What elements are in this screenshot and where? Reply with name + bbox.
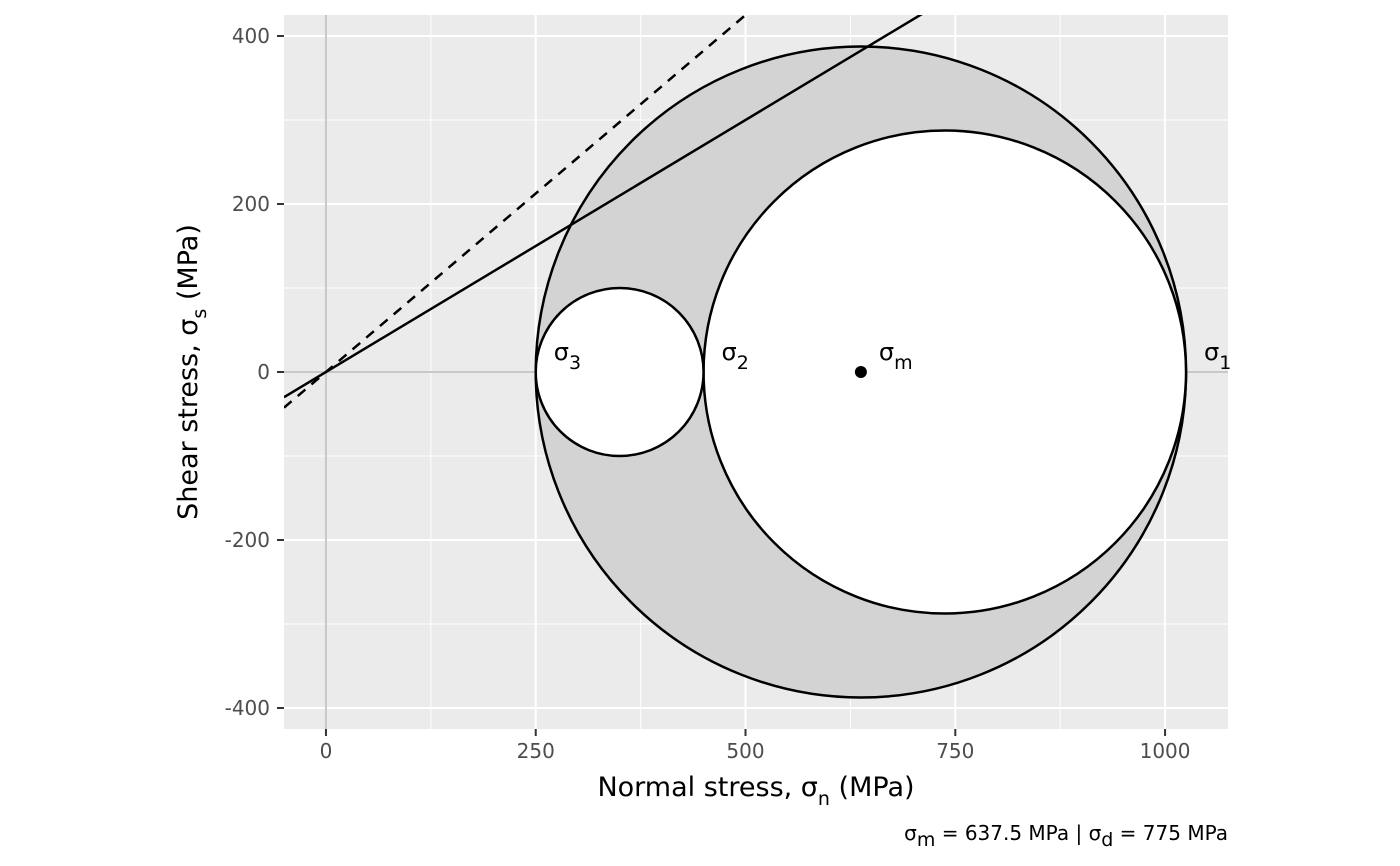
mohr-circle-sigma1-sigma2 (702, 129, 1188, 615)
y-axis-title: Shear stress, σs (MPa) (173, 224, 211, 520)
y-tick-label: 0 (257, 360, 270, 384)
x-tick-label: 250 (517, 739, 555, 763)
y-tick-label: 400 (232, 24, 270, 48)
y-tick-label: -400 (225, 696, 270, 720)
x-axis-title: Normal stress, σn (MPa) (597, 772, 914, 810)
y-tick-label: -200 (225, 528, 270, 552)
stress-label-1: σ1 (1204, 338, 1231, 374)
x-tick-label: 500 (726, 739, 764, 763)
mean-stress-point (854, 366, 867, 378)
x-tick-label: 1000 (1140, 739, 1191, 763)
sliding-line-line (284, 15, 748, 409)
caption: σm = 637.5 MPa | σd = 775 MPa (904, 821, 1228, 851)
x-tick-label: 750 (936, 739, 974, 763)
x-tick-label: 0 (320, 739, 333, 763)
stress-label-3: σ3 (554, 338, 581, 374)
mohr-circle-sigma2-sigma3 (534, 286, 705, 458)
stress-label-m: σm (879, 338, 913, 374)
axes: 0 250 500 750 1000 -400 -200 0 200 400 (225, 24, 1191, 763)
y-tick-label: 200 (232, 192, 270, 216)
stress-label-2: σ2 (722, 338, 749, 374)
failure-envelope-line (284, 15, 923, 399)
point-layer (854, 366, 867, 378)
annotation-layer: σ3 σ2 σm σ1 (554, 338, 1232, 374)
